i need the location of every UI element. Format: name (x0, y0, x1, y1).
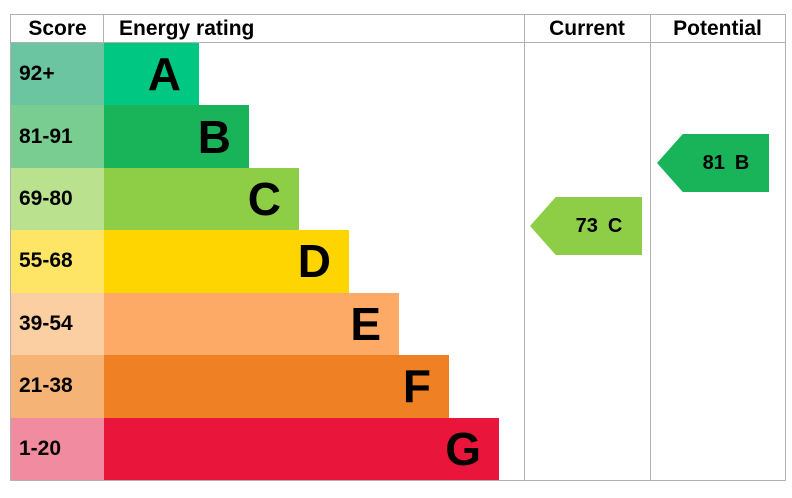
current-rating-value: 73 (575, 214, 598, 237)
band-bar-e: E (104, 292, 399, 356)
band-letter-f: F (402, 360, 431, 413)
band-row-g: 1-20 G (11, 417, 785, 480)
score-range-d: 55-68 (11, 230, 104, 293)
band-bar-f: F (104, 355, 449, 418)
potential-column-header: Potential (673, 16, 762, 40)
header-row: Score Energy rating Current Potential (11, 15, 785, 43)
score-header-divider (103, 15, 104, 42)
epc-table: Score Energy rating Current Potential 92… (10, 14, 786, 481)
band-letter-c: C (247, 173, 281, 226)
score-range-g: 1-20 (11, 417, 104, 480)
potential-rating-arrow: 81 B (657, 134, 769, 192)
score-range-a: 92+ (11, 43, 104, 106)
band-row-d: 55-68 D (11, 230, 785, 293)
band-row-a: 92+ A (11, 43, 785, 106)
band-letter-d: D (297, 235, 331, 288)
band-letter-a: A (147, 48, 181, 101)
potential-column-divider (650, 15, 651, 480)
current-rating-band: C (607, 214, 623, 237)
band-letter-e: E (350, 297, 381, 350)
current-column-header: Current (549, 16, 625, 40)
band-bar-b: B (104, 105, 249, 168)
band-bar-c: C (104, 167, 299, 231)
band-bar-g: G (104, 417, 499, 480)
current-column-divider (524, 15, 525, 480)
score-range-e: 39-54 (11, 292, 104, 356)
band-row-e: 39-54 E (11, 292, 785, 356)
band-row-b: 81-91 B (11, 105, 785, 168)
band-row-c: 69-80 C (11, 167, 785, 231)
potential-rating-value: 81 (702, 151, 725, 174)
score-column-header: Score (28, 16, 87, 40)
energy-rating-column-header: Energy rating (119, 16, 255, 40)
band-rows: 92+ A 81-91 B 69-80 C 55-68 (11, 43, 785, 480)
potential-rating-band: B (734, 151, 750, 174)
band-letter-b: B (197, 110, 231, 163)
band-row-f: 21-38 F (11, 355, 785, 418)
current-rating-arrow: 73 C (530, 197, 642, 255)
band-letter-g: G (445, 422, 481, 475)
score-range-f: 21-38 (11, 355, 104, 418)
score-range-b: 81-91 (11, 105, 104, 168)
band-bar-a: A (104, 43, 199, 106)
band-bar-d: D (104, 230, 349, 293)
score-range-c: 69-80 (11, 167, 104, 231)
